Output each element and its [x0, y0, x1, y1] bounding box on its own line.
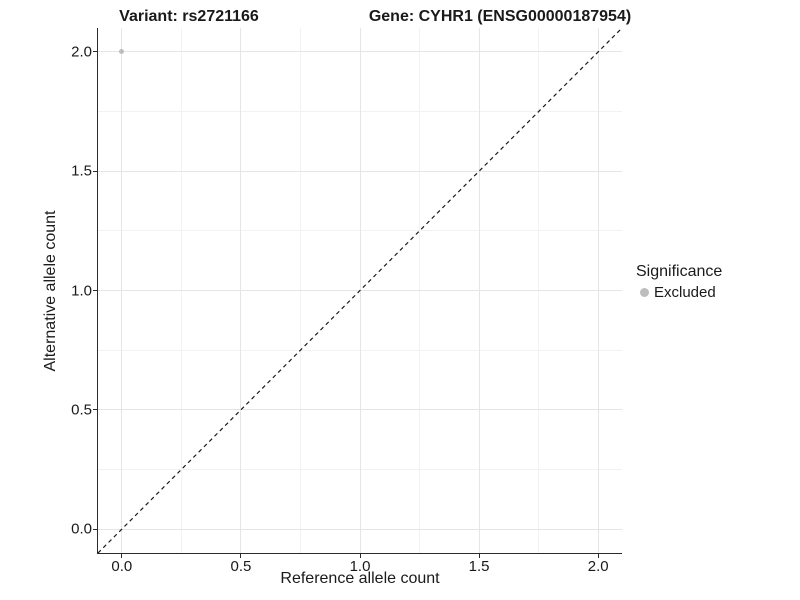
gridline-major-horizontal [98, 170, 622, 172]
plot-panel-inner [98, 28, 622, 553]
y-tick-mark [93, 528, 97, 530]
legend-item: Excluded [636, 284, 722, 301]
x-tick-mark [478, 554, 480, 558]
data-point [119, 49, 125, 55]
y-tick-mark [93, 409, 97, 411]
x-tick-mark [240, 554, 242, 558]
y-tick-label: 1.5 [71, 162, 92, 180]
x-tick-mark [121, 554, 123, 558]
y-axis-title: Alternative allele count [42, 210, 59, 372]
gridline-major-horizontal [98, 528, 622, 530]
legend-item-label: Excluded [654, 284, 716, 301]
y-tick-label: 1.0 [71, 282, 92, 299]
x-tick-label: 2.0 [587, 558, 609, 575]
x-tick-label: 0.5 [230, 558, 252, 575]
plot-title-variant: Variant: rs2721166 [119, 8, 259, 25]
y-tick-mark [93, 290, 97, 291]
legend-items: Excluded [636, 284, 722, 301]
x-tick-label: 0.0 [111, 558, 133, 575]
plot-panel [97, 28, 622, 554]
legend-point-swatch [640, 288, 649, 297]
x-tick-mark [359, 554, 361, 558]
x-tick-label: 1.5 [468, 558, 490, 575]
y-tick-mark [93, 170, 97, 172]
identity-dashed-line [98, 28, 622, 553]
y-tick-label: 2.0 [71, 43, 92, 61]
x-axis-title: Reference allele count [280, 570, 440, 587]
y-tick-label: 0.5 [71, 401, 92, 419]
x-tick-label: 1.0 [349, 558, 371, 575]
gridline-major-horizontal [98, 51, 622, 53]
y-tick-mark [93, 51, 97, 53]
x-tick-mark [597, 554, 599, 558]
legend: Significance Excluded [636, 263, 722, 301]
legend-title: Significance [636, 263, 723, 280]
y-tick-label: 0.0 [71, 520, 92, 538]
gridline-major-horizontal [98, 409, 622, 411]
plot-title-gene: Gene: CYHR1 (ENSG00000187954) [368, 8, 632, 25]
